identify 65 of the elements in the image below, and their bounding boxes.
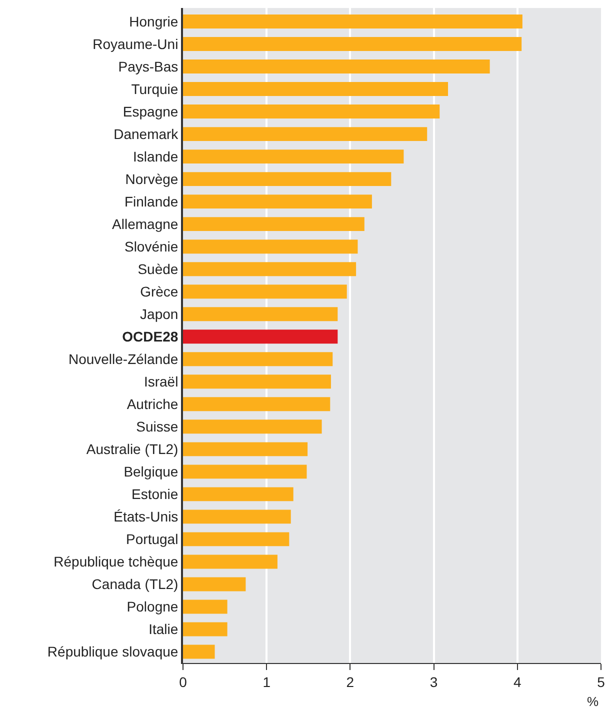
bar [183,217,364,232]
y-tick-label: Allemagne [112,216,178,232]
y-tick-label: Israël [144,374,178,390]
y-tick-label: Royaume-Uni [92,36,178,52]
bar [183,374,331,389]
bar [183,600,228,614]
y-tick-label: Hongrie [129,13,178,30]
y-tick-label: États-Unis [114,508,178,525]
y-tick-label: OCDE28 [122,328,178,345]
bar [183,104,440,119]
bar [183,420,322,434]
y-tick-label: Estonie [131,486,178,502]
bar [183,284,347,299]
y-tick-label: Japon [140,306,178,322]
x-tick-label: 3 [430,674,438,690]
y-tick-label: République tchèque [54,554,178,570]
x-axis-title: % [587,694,599,709]
bar [183,442,308,456]
y-tick-label: Islande [133,148,178,164]
bar [183,60,490,74]
x-tick-label: 0 [179,674,188,690]
bar [183,644,215,659]
y-tick-label: Grèce [140,284,178,300]
y-tick-label: Pologne [126,598,178,615]
bar [183,240,358,254]
y-tick-label: Suisse [136,418,178,435]
x-tick-label: 1 [262,674,271,690]
y-tick-label: Slovénie [124,238,178,254]
y-tick-label: Australie (TL2) [86,441,178,458]
y-tick-label: Turquie [131,80,178,97]
y-tick-label: Portugal [126,531,178,548]
bar [183,487,294,502]
y-tick-label: Nouvelle-Zélande [68,351,178,368]
y-tick-label: Pays-Bas [118,58,178,74]
bar [183,397,330,412]
bar [183,262,356,276]
bar [183,330,338,344]
x-tick-label: 2 [346,674,354,690]
bar [183,622,228,636]
bar [183,532,290,546]
y-tick-label: Finlande [124,193,178,210]
bar [183,37,522,51]
bar [183,577,246,592]
y-tick-label: Canada (TL2) [92,576,178,592]
y-tick-label: Espagne [122,103,178,120]
bar [183,307,338,322]
bar [183,464,307,479]
y-tick-label: Italie [148,621,178,638]
bar [183,554,278,569]
y-tick-label: Norvège [125,170,178,187]
bar [183,150,404,164]
bar [183,172,392,186]
bar [183,194,372,209]
x-tick-label: 5 [597,674,606,690]
y-tick-label: Danemark [114,126,180,142]
y-tick-label: Suède [138,261,178,277]
bar [183,82,448,96]
bar [183,127,428,142]
y-tick-label: République slovaque [47,644,178,660]
bar [183,510,291,524]
bar [183,352,333,366]
y-tick-label: Belgique [124,464,178,480]
bar [183,14,522,28]
y-tick-label: Autriche [126,396,178,412]
x-tick-label: 4 [514,674,522,690]
